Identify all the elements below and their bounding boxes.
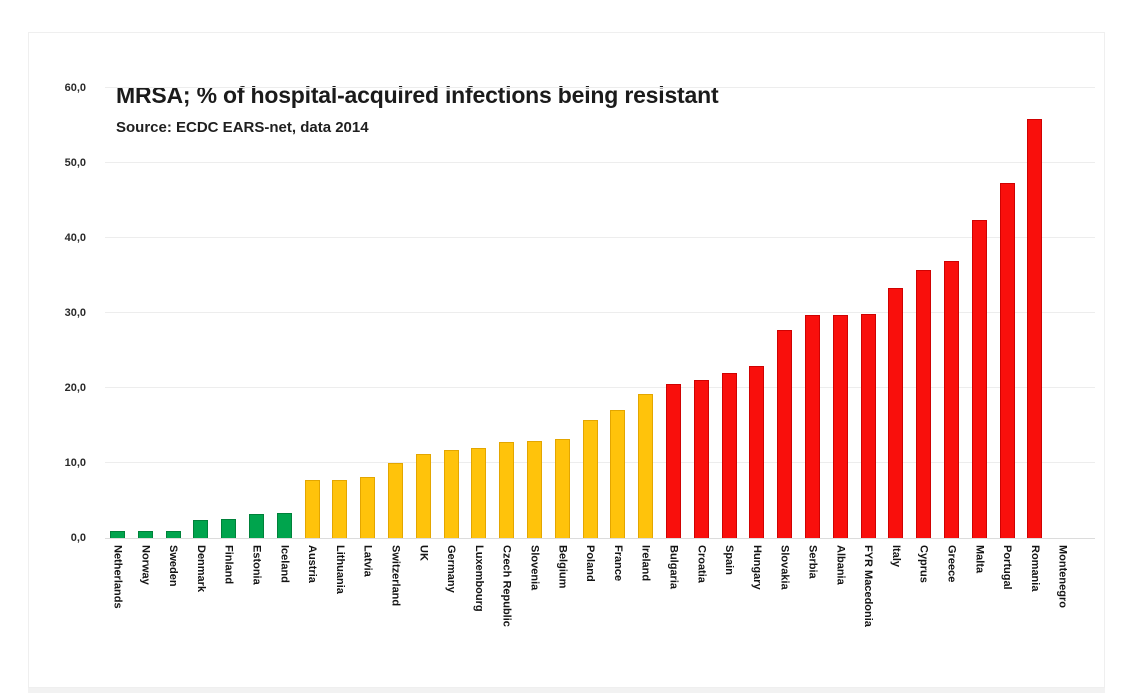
y-axis-tick-label: 40,0 — [64, 232, 86, 244]
bar-albania — [832, 314, 848, 538]
x-axis-label-germany: Germany — [445, 545, 458, 593]
gridline-50 — [105, 162, 1095, 163]
bar-romania — [1027, 118, 1043, 538]
y-axis-tick-label: 50,0 — [64, 157, 86, 169]
gridline-20 — [105, 387, 1095, 388]
x-axis-label-fyr-macedonia: FYR Macedonia — [862, 545, 875, 627]
bar-cyprus — [916, 269, 932, 538]
x-axis-label-croatia: Croatia — [695, 545, 708, 583]
panel-bottom-strip — [28, 688, 1105, 693]
bar-sweden — [165, 530, 181, 538]
bar-germany — [443, 449, 459, 538]
y-axis-tick-label: 10,0 — [64, 457, 86, 469]
x-axis-label-serbia: Serbia — [806, 545, 819, 579]
chart-subtitle: Source: ECDC EARS-net, data 2014 — [116, 119, 369, 136]
bar-spain — [721, 373, 737, 538]
x-axis-label-ireland: Ireland — [639, 545, 652, 582]
bar-finland — [221, 518, 237, 538]
x-axis-label-slovakia: Slovakia — [778, 545, 791, 590]
bar-slovenia — [527, 441, 542, 538]
x-axis-label-sweden: Sweden — [167, 545, 180, 587]
x-axis-label-slovenia: Slovenia — [528, 545, 541, 591]
bar-lithuania — [332, 480, 348, 538]
x-axis-label-portugal: Portugal — [1001, 545, 1014, 590]
bar-ireland — [638, 394, 654, 538]
x-axis-label-belgium: Belgium — [556, 545, 569, 589]
bar-latvia — [360, 477, 376, 538]
bar-netherlands — [110, 531, 125, 538]
x-axis-label-montenegro: Montenegro — [1056, 545, 1069, 608]
bar-portugal — [999, 183, 1015, 538]
bar-norway — [137, 530, 153, 538]
bar-luxembourg — [471, 448, 487, 538]
bar-italy — [888, 287, 904, 538]
plot-area — [105, 87, 1095, 539]
gridline-40 — [105, 237, 1095, 238]
chart-title: MRSA; % of hospital-acquired infections … — [116, 82, 719, 108]
bar-uk — [415, 454, 431, 538]
bar-croatia — [693, 379, 709, 538]
bar-czech-republic — [499, 442, 515, 538]
bar-slovakia — [777, 329, 793, 538]
bar-fyr-macedonia — [860, 313, 876, 538]
x-axis-label-denmark: Denmark — [194, 545, 207, 593]
bar-bulgaria — [666, 383, 681, 538]
x-axis-label-albania: Albania — [834, 545, 847, 585]
x-axis-label-iceland: Iceland — [278, 545, 291, 583]
gridline-30 — [105, 312, 1095, 313]
x-axis-label-uk: UK — [417, 545, 430, 561]
x-axis-label-france: France — [611, 545, 624, 582]
x-axis-label-czech-republic: Czech Republic — [500, 545, 513, 627]
x-axis: Netherlands Norway Sweden Denmark Finland Est… — [105, 545, 1095, 690]
x-axis-label-hungary: Hungary — [750, 545, 763, 590]
bar-iceland — [276, 513, 292, 538]
x-axis-label-spain: Spain — [723, 545, 736, 575]
gridline-60 — [105, 87, 1095, 88]
x-axis-label-cyprus: Cyprus — [917, 545, 930, 583]
bar-denmark — [193, 520, 209, 538]
x-axis-label-switzerland: Switzerland — [389, 545, 402, 607]
x-axis-label-estonia: Estonia — [250, 545, 263, 585]
gridline-10 — [105, 462, 1095, 463]
x-axis-label-norway: Norway — [139, 545, 152, 585]
x-axis-label-finland: Finland — [222, 545, 235, 585]
bar-malta — [971, 220, 987, 538]
y-axis: 0,0 10,0 20,0 30,0 40,0 50,0 60,0 — [30, 82, 96, 544]
x-axis-label-greece: Greece — [945, 545, 958, 583]
bar-switzerland — [388, 463, 403, 538]
bar-belgium — [554, 439, 570, 538]
bar-france — [610, 409, 626, 538]
y-axis-tick-label: 20,0 — [64, 382, 86, 394]
bar-hungary — [749, 365, 765, 538]
x-axis-label-romania: Romania — [1028, 545, 1041, 592]
bar-serbia — [805, 315, 820, 538]
x-axis-label-lithuania: Lithuania — [333, 545, 346, 594]
x-axis-label-latvia: Latvia — [361, 545, 374, 577]
x-axis-label-bulgaria: Bulgaria — [667, 545, 680, 590]
bar-estonia — [249, 514, 264, 538]
x-axis-label-poland: Poland — [584, 545, 597, 582]
bar-poland — [582, 420, 598, 538]
x-axis-label-italy: Italy — [889, 545, 902, 568]
bar-austria — [304, 480, 320, 538]
x-axis-label-netherlands: Netherlands — [111, 545, 124, 609]
y-axis-tick-label: 60,0 — [64, 82, 86, 94]
x-axis-label-austria: Austria — [306, 545, 319, 583]
bar-greece — [944, 260, 959, 538]
x-axis-label-malta: Malta — [973, 545, 986, 574]
y-axis-tick-label: 0,0 — [70, 532, 86, 544]
x-axis-label-luxembourg: Luxembourg — [472, 545, 485, 612]
y-axis-tick-label: 30,0 — [64, 307, 86, 319]
